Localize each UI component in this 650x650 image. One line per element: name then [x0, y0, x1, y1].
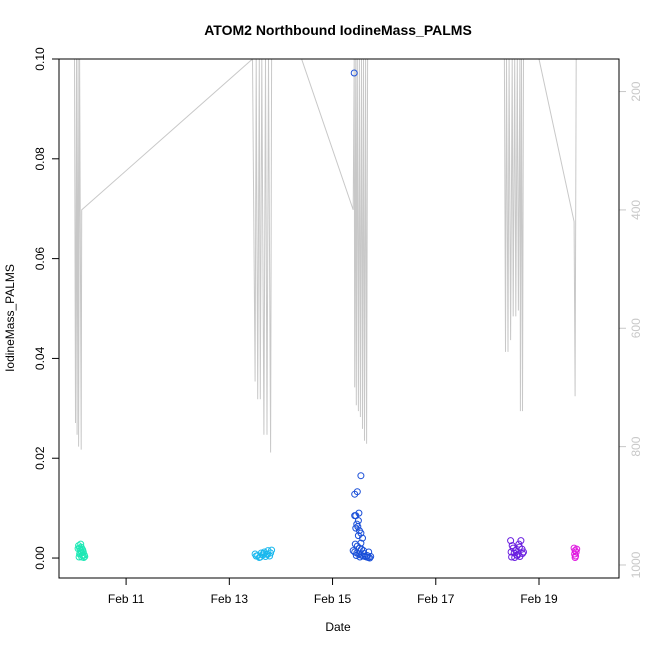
x-axis-label: Date: [325, 620, 351, 634]
data-point-flight-5: [573, 545, 581, 553]
data-point-flight-3: [356, 553, 364, 561]
x-tick-label: Feb 17: [417, 592, 455, 606]
data-point-flight-3: [363, 552, 371, 559]
data-point-flight-2: [264, 551, 271, 558]
data-point-flight-1: [78, 553, 86, 561]
data-point-flight-2: [259, 550, 267, 557]
x-tick-label: Feb 19: [520, 592, 558, 606]
points-layer: [74, 69, 581, 562]
data-point-flight-3: [351, 512, 359, 520]
data-point-flight-3: [354, 523, 362, 531]
data-point-flight-3: [349, 547, 357, 555]
data-point-flight-3: [354, 517, 362, 525]
y-tick-label: 0.00: [33, 546, 47, 570]
x-tick-label: Feb 11: [108, 592, 145, 606]
right-tick-label: 400: [629, 200, 643, 220]
chart-title: ATOM2 Northbound IodineMass_PALMS: [204, 22, 472, 38]
data-point-flight-2: [268, 546, 276, 554]
y-tick-label: 0.04: [33, 346, 47, 370]
data-point-flight-1: [81, 553, 89, 560]
data-point-flight-4: [507, 537, 515, 545]
x-tick-label: Feb 13: [211, 592, 249, 606]
data-point-flight-3: [359, 534, 366, 542]
x-tick-label: Feb 15: [314, 592, 352, 606]
data-point-flight-2: [266, 552, 274, 560]
axes-layer: Feb 11 Feb 13 Feb 15 Feb 17 Feb 19 0.00 0.02 0.…: [33, 47, 558, 606]
data-point-flight-1: [79, 546, 87, 554]
data-point-flight-3: [353, 488, 361, 496]
y-tick-label: 0.06: [33, 247, 47, 271]
plot-box: [58, 58, 620, 579]
right-tick-label: 600: [629, 318, 643, 338]
pressure-layer: 200 400 600 800 1000: [74, 59, 643, 578]
y-tick-label: 0.10: [33, 47, 47, 71]
data-point-flight-4: [515, 540, 523, 548]
data-point-flight-3: [367, 553, 375, 560]
data-point-flight-4: [507, 548, 515, 556]
pressure-line: [74, 59, 577, 453]
y-tick-label: 0.08: [33, 147, 47, 171]
data-point-flight-3: [357, 472, 365, 480]
right-tick-label: 1000: [629, 551, 643, 578]
data-point-flight-3: [350, 69, 358, 77]
data-point-flight-3: [351, 540, 359, 548]
data-point-flight-3: [352, 552, 360, 559]
data-point-flight-4: [517, 537, 525, 545]
data-point-flight-5: [571, 547, 579, 555]
right-tick-label: 200: [629, 81, 643, 101]
y-axis-label: IodineMass_PALMS: [3, 264, 17, 372]
y-tick-label: 0.02: [33, 446, 47, 470]
data-point-flight-3: [365, 548, 373, 556]
data-point-flight-4: [520, 548, 527, 556]
data-point-flight-2: [252, 552, 260, 560]
data-point-flight-1: [77, 540, 85, 548]
right-tick-label: 800: [629, 436, 643, 456]
data-point-flight-4: [519, 550, 526, 557]
data-point-flight-5: [571, 554, 579, 561]
